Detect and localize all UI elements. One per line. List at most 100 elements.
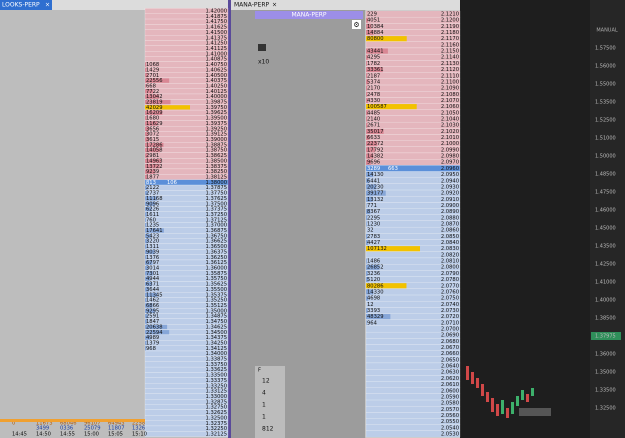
price-label: 2.1170 — [441, 36, 459, 42]
axis-label: 1.57500 — [595, 46, 616, 52]
volume-label: 14884 — [367, 30, 384, 36]
volume-label: 964 — [367, 320, 378, 326]
axis-label: 1.50000 — [595, 154, 616, 160]
volume-label: 1877 — [146, 174, 159, 180]
volume-bar — [366, 48, 388, 54]
price-label: 2.1200 — [441, 18, 459, 24]
footer-total: 0 — [12, 421, 15, 427]
divider — [228, 0, 231, 438]
volume-label: 4330 — [367, 98, 380, 104]
price-label: 2.1040 — [441, 117, 459, 123]
volume-bar — [145, 121, 158, 126]
time-label: 14:45 — [12, 432, 27, 438]
settings-button[interactable] — [352, 20, 361, 29]
price-label: 1.38875 — [206, 142, 227, 148]
price-label: 2.1000 — [441, 141, 459, 147]
price-label: 1.37375 — [206, 207, 227, 213]
volume-label: 1462 — [146, 298, 159, 304]
volume-bar — [366, 159, 371, 165]
axis-label: 1.51000 — [595, 136, 616, 142]
price-label: 1.36500 — [206, 244, 227, 250]
volume-bar — [145, 228, 164, 233]
volume-bar — [145, 330, 170, 335]
price-label: 2.1010 — [441, 135, 459, 141]
volume-label: 668 — [146, 83, 156, 89]
price-label: 2.0700 — [441, 327, 459, 333]
price-label: 2.0830 — [441, 246, 459, 252]
price-label: 1.40250 — [206, 83, 227, 89]
price-label: 2.0890 — [441, 209, 459, 215]
price-label: 2.1120 — [441, 67, 459, 73]
volume-label: 17286 — [146, 142, 163, 148]
side-label: F — [258, 368, 261, 374]
price-label: 1.33250 — [206, 383, 227, 389]
price-label: 1.42000 — [206, 9, 227, 15]
price-label: 2.0560 — [441, 413, 459, 419]
time-label: 15:10 — [132, 432, 147, 438]
volume-label: 11629 — [146, 121, 163, 127]
price-label: 1.40000 — [206, 94, 227, 100]
volume-bar — [145, 340, 147, 346]
middle-tab-label[interactable]: MANA-PERP — [234, 2, 269, 9]
price-label: 2.0920 — [441, 191, 459, 197]
volume-bar — [145, 89, 154, 94]
volume-bar — [145, 314, 148, 319]
volume-label: 3236 — [367, 271, 380, 277]
price-label: 1.39375 — [206, 121, 227, 127]
price-label: 2.0750 — [441, 296, 459, 302]
price-label: 2.1130 — [441, 61, 459, 67]
volume-label: 14130 — [367, 172, 384, 178]
volume-bar — [366, 23, 372, 29]
volume-label: 2295 — [367, 215, 380, 221]
price-label: 1.38625 — [206, 153, 227, 159]
price-label: 1.33000 — [206, 394, 227, 400]
footer-delta: 0336 — [60, 426, 73, 432]
volume-label: 22556 — [146, 78, 163, 84]
tool-icon[interactable] — [258, 44, 266, 51]
volume-bar — [366, 277, 369, 283]
volume-label: 3014 — [146, 266, 160, 272]
price-label: 2.0660 — [441, 351, 459, 357]
bid-volume: 3289 — [367, 166, 380, 172]
left-tab[interactable] — [0, 0, 52, 10]
volume-bar — [145, 346, 147, 351]
price-label: 1.34500 — [206, 330, 227, 336]
volume-bar — [145, 239, 149, 244]
footer-delta: 25079 — [84, 426, 101, 432]
footer-delta: 11807 — [108, 426, 125, 432]
volume-bar — [366, 122, 368, 128]
close-icon[interactable]: × — [272, 2, 277, 9]
mode-label: MANUAL — [596, 28, 618, 34]
price-label: 1.39000 — [206, 137, 227, 143]
price-label: 2.0970 — [441, 160, 459, 166]
price-label: 1.38125 — [206, 174, 227, 180]
volume-label: 2701 — [146, 73, 159, 79]
volume-label: 20230 — [367, 184, 384, 190]
axis-label: 1.41000 — [595, 280, 616, 286]
price-label: 1.34625 — [206, 324, 227, 330]
volume-label: 43441 — [367, 49, 384, 55]
volume-label: 5423 — [146, 233, 159, 239]
footer-total: 68046 — [60, 421, 77, 427]
price-label: 1.41750 — [206, 19, 227, 25]
right-axis — [590, 0, 625, 438]
price-label: 1.38375 — [206, 164, 227, 170]
volume-label: 5120 — [367, 277, 380, 283]
price-label: 2.0670 — [441, 345, 459, 351]
volume-bar — [145, 324, 168, 330]
volume-bar — [366, 246, 420, 252]
volume-label: 80800 — [367, 36, 384, 42]
close-icon[interactable]: × — [45, 2, 50, 9]
volume-label: 11345 — [146, 292, 163, 298]
volume-bar — [366, 79, 369, 85]
volume-bar — [145, 94, 159, 99]
volume-label: 4944 — [146, 276, 160, 282]
price-label: 1.34125 — [206, 346, 227, 352]
price-label: 1.41250 — [206, 41, 227, 47]
bid-volume: 813 — [146, 180, 156, 186]
volume-label: 3072 — [146, 132, 159, 138]
volume-label: 1230 — [367, 222, 380, 228]
axis-label: 1.42500 — [595, 262, 616, 268]
price-label: 2.0980 — [441, 154, 459, 160]
footer-total: 2258 — [132, 421, 145, 427]
